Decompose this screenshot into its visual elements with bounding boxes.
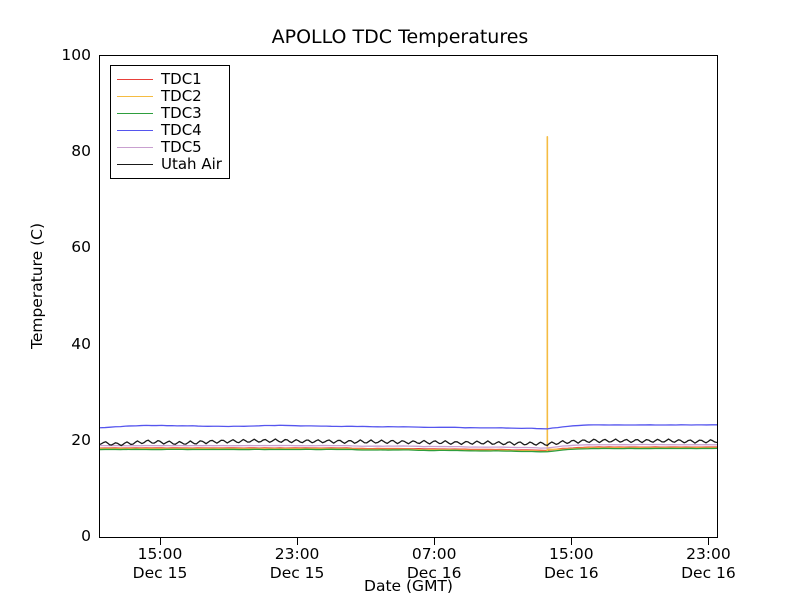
legend-label: TDC3 <box>161 104 202 122</box>
x-axis-label: Date (GMT) <box>364 577 453 595</box>
series-line-tdc2 <box>100 136 717 453</box>
y-tick-label: 100 <box>61 46 91 64</box>
x-tick-date: Dec 16 <box>681 564 736 583</box>
x-tick-label: 15:00 Dec 16 <box>511 545 631 584</box>
y-tick-label: 80 <box>71 142 91 161</box>
legend-label: Utah Air <box>161 155 222 173</box>
legend-color-swatch <box>117 96 153 97</box>
x-tick-time: 23:00 <box>686 545 731 563</box>
x-tick-mark <box>571 538 573 545</box>
legend-item-tdc3[interactable]: TDC3 <box>117 105 222 122</box>
x-tick-label: 23:00 Dec 16 <box>648 545 768 584</box>
legend-item-tdc1[interactable]: TDC1 <box>117 71 222 88</box>
series-line-tdc1 <box>100 446 717 452</box>
legend-item-utah-air[interactable]: Utah Air <box>117 156 222 173</box>
x-tick-time: 15:00 <box>137 545 183 563</box>
chart-legend: TDC1 TDC2 TDC3 TDC4 TDC5 Utah Air <box>110 65 230 179</box>
legend-label: TDC5 <box>161 138 202 156</box>
legend-label: TDC4 <box>161 121 202 139</box>
x-tick-date: Dec 15 <box>132 564 188 583</box>
legend-color-swatch <box>117 113 153 114</box>
x-tick-date: Dec 15 <box>269 564 325 583</box>
x-tick-date: Dec 16 <box>406 564 462 583</box>
legend-color-swatch <box>117 130 153 131</box>
legend-color-swatch <box>117 164 153 165</box>
legend-color-swatch <box>117 79 153 80</box>
y-tick-label: 60 <box>71 238 91 257</box>
legend-label: TDC2 <box>161 87 202 105</box>
series-line-tdc3 <box>100 447 717 453</box>
legend-item-tdc2[interactable]: TDC2 <box>117 88 222 105</box>
y-axis-label: Temperature (C) <box>28 222 46 350</box>
x-tick-label: 23:00 Dec 15 <box>237 545 357 584</box>
y-tick-label: 0 <box>81 527 91 545</box>
legend-item-tdc4[interactable]: TDC4 <box>117 122 222 139</box>
x-tick-mark <box>297 538 299 545</box>
legend-label: TDC1 <box>161 70 202 88</box>
y-tick-label: 40 <box>71 334 91 353</box>
legend-item-tdc5[interactable]: TDC5 <box>117 139 222 156</box>
series-line-tdc4 <box>100 424 717 430</box>
x-tick-mark <box>708 538 710 545</box>
x-tick-time: 15:00 <box>548 545 594 563</box>
series-line-utah-air <box>100 438 717 447</box>
legend-color-swatch <box>117 147 153 148</box>
x-tick-mark <box>434 538 436 545</box>
x-tick-mark <box>159 538 161 545</box>
series-line-tdc5 <box>100 443 717 449</box>
x-tick-time: 07:00 <box>411 545 457 563</box>
x-tick-time: 23:00 <box>274 545 320 563</box>
chart-title: APOLLO TDC Temperatures <box>271 26 529 48</box>
y-tick-label: 20 <box>71 430 91 449</box>
x-tick-label: 15:00 Dec 15 <box>100 545 220 584</box>
x-tick-label: 07:00 Dec 16 <box>374 545 494 584</box>
data-lines-svg <box>100 136 717 453</box>
x-tick-date: Dec 16 <box>543 564 599 583</box>
y-axis-tick-labels: 0 20 40 60 80 100 <box>50 0 91 600</box>
